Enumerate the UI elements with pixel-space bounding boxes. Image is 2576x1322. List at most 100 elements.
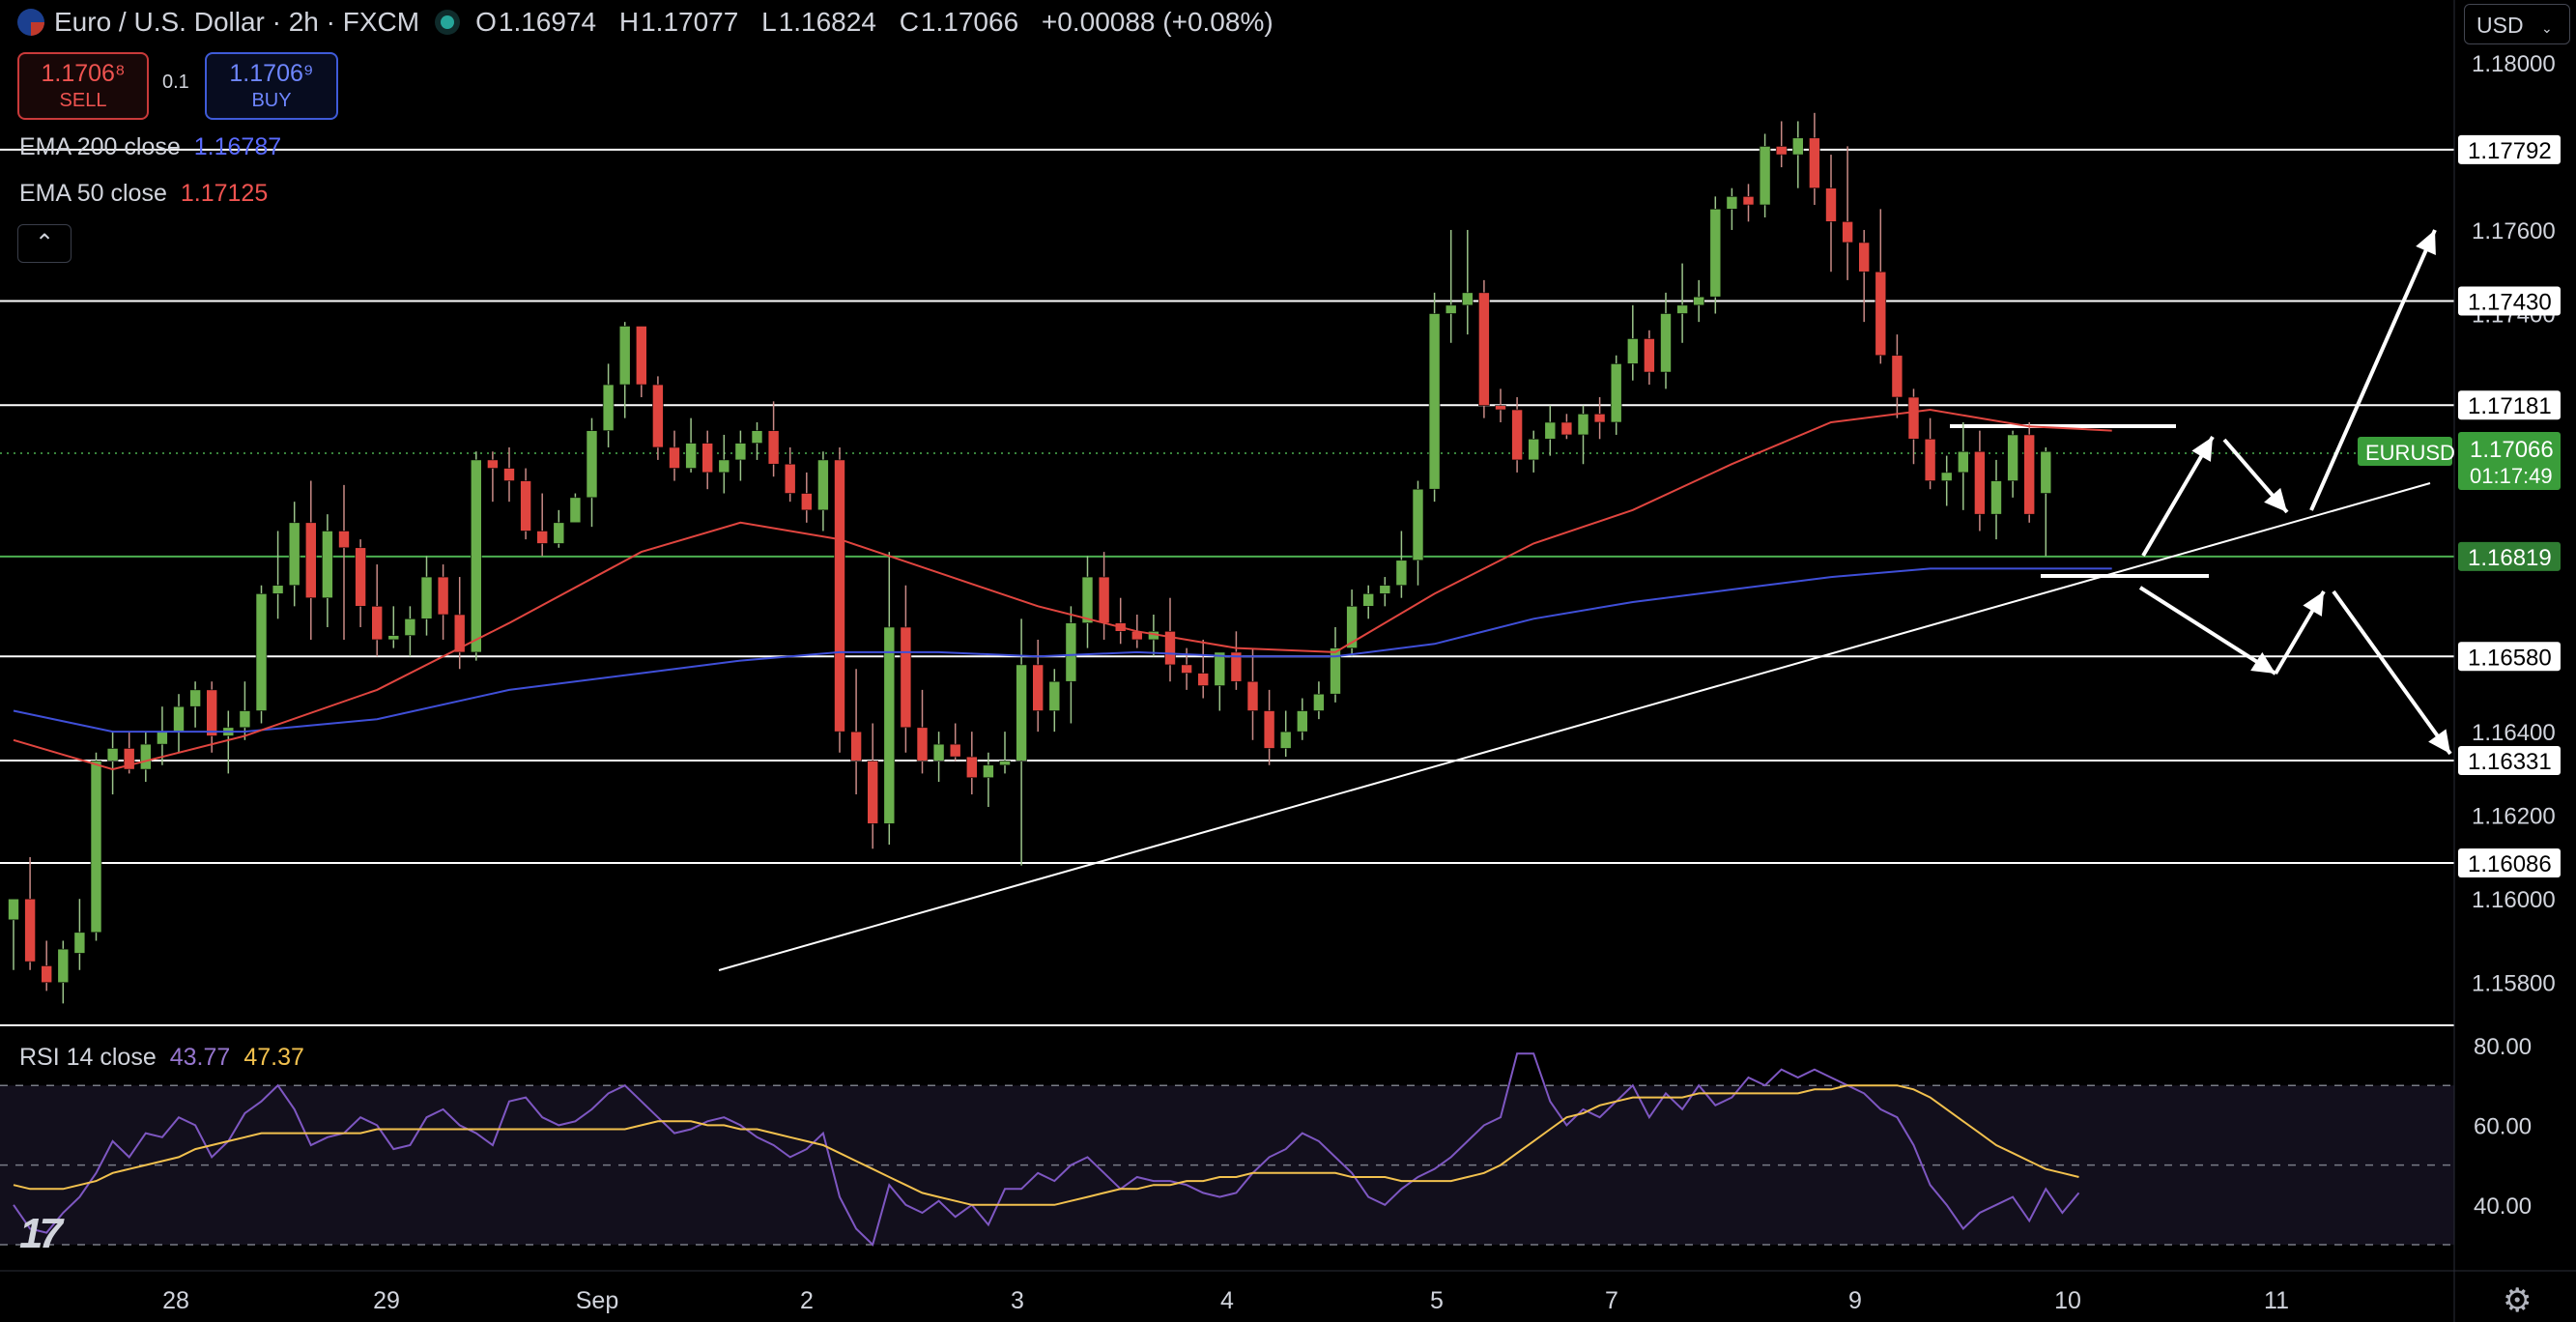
candle-body — [2007, 434, 2018, 481]
candle-body — [867, 761, 879, 824]
candle-body — [288, 522, 301, 587]
sell-button[interactable]: 1.1706⁸ SELL — [17, 52, 149, 120]
candle-body — [106, 748, 119, 762]
level-label-box — [2458, 390, 2561, 420]
close-value: 1.17066 — [920, 7, 1019, 37]
candle-body — [602, 384, 615, 431]
candle-body — [2040, 450, 2052, 494]
candle-body — [1940, 472, 1953, 481]
time-tick-label: 5 — [1430, 1287, 1444, 1314]
currency-label: USD — [2476, 13, 2524, 38]
collapse-legend-button[interactable]: ⌃ — [17, 224, 72, 263]
rsi-value: 43.77 — [169, 1044, 231, 1071]
price-tick-label: 1.15800 — [2472, 971, 2556, 997]
high-value: 1.17077 — [641, 7, 739, 37]
chevron-up-icon: ⌃ — [34, 230, 55, 256]
time-tick-label: 9 — [1848, 1287, 1862, 1314]
candle-body — [1395, 560, 1408, 587]
tradingview-logo[interactable]: 17 — [19, 1210, 63, 1257]
candle-body — [1742, 196, 1755, 206]
candle-body — [669, 446, 680, 469]
level-label: 1.16580 — [2468, 645, 2552, 671]
candle-body — [157, 731, 168, 745]
candle-body — [322, 531, 333, 598]
currency-select[interactable]: USD ⌄ — [2464, 4, 2570, 44]
candle-body — [420, 576, 433, 619]
gear-icon[interactable]: ⚙ — [2503, 1282, 2533, 1319]
open-value: 1.16974 — [498, 7, 597, 37]
ema50-line — [13, 408, 2112, 771]
buy-button[interactable]: 1.1706⁹ BUY — [205, 52, 338, 120]
last-price-label: 1.17066 — [2470, 437, 2554, 463]
candle-body — [272, 585, 284, 594]
eur-usd-flag-icon — [17, 9, 44, 36]
bearish-bounce-arrow-head — [2303, 591, 2324, 617]
candle-body — [73, 932, 86, 954]
rsi-legend[interactable]: RSI 14 close 43.77 47.37 — [19, 1044, 304, 1072]
candle-body — [1907, 396, 1920, 440]
level-label: 1.17430 — [2468, 290, 2552, 316]
candle-body — [1362, 593, 1374, 607]
ema200-value: 1.16787 — [193, 133, 282, 160]
candle-body — [817, 459, 829, 511]
candle-body — [1560, 421, 1573, 436]
buy-label: BUY — [251, 90, 292, 111]
buy-price: 1.1706⁹ — [229, 60, 314, 87]
bearish-arrow-2-head — [2428, 729, 2450, 754]
candle-body — [1164, 631, 1176, 666]
candle-body — [569, 497, 582, 524]
symbol-title[interactable]: Euro / U.S. Dollar · 2h · FXCM — [54, 7, 420, 37]
candle-body — [1891, 355, 1903, 398]
candle-body — [1644, 338, 1655, 373]
candle-body — [635, 326, 647, 386]
bearish-arrow-1 — [2138, 586, 2277, 675]
level-label-box — [2458, 286, 2561, 316]
candle-body — [1958, 450, 1969, 474]
candle-body — [338, 531, 350, 549]
time-tick-label: 7 — [1605, 1287, 1618, 1314]
candle-body — [1726, 196, 1738, 210]
countdown-label: 01:17:49 — [2470, 464, 2553, 488]
level-label: 1.16331 — [2468, 749, 2552, 775]
change-value: +0.00088 (+0.08%) — [1041, 7, 1274, 37]
candle-body — [618, 326, 631, 386]
candle-body — [1065, 622, 1077, 682]
candle-body — [718, 459, 730, 474]
candle-body — [1511, 409, 1523, 461]
candle-body — [1462, 292, 1474, 306]
price-tick-label: 1.18000 — [2472, 51, 2556, 77]
time-tick-label: 29 — [373, 1287, 400, 1314]
candle-body — [1709, 209, 1722, 298]
time-tick-label: 3 — [1011, 1287, 1024, 1314]
candle-body — [536, 531, 549, 544]
level-label: 1.16819 — [2468, 545, 2552, 571]
level-label-box — [2458, 541, 2561, 571]
candle-body — [1346, 606, 1358, 648]
candle-body — [304, 522, 317, 598]
market-status-icon — [441, 15, 455, 29]
rsi-tick-label: 40.00 — [2474, 1193, 2532, 1220]
candle-body — [1230, 651, 1243, 682]
candle-body — [1181, 664, 1192, 674]
candle-body — [1544, 421, 1557, 440]
symbol-badge: EURUSD — [2365, 441, 2455, 465]
time-tick-label: Sep — [576, 1287, 618, 1314]
ema200-legend[interactable]: EMA 200 close 1.16787 — [19, 133, 281, 161]
candle-body — [1875, 271, 1887, 357]
level-label-box — [2458, 848, 2561, 877]
candle-body — [900, 626, 912, 729]
bullish-arrow-1 — [2141, 435, 2215, 558]
candle-body — [685, 443, 697, 469]
ema50-legend[interactable]: EMA 50 close 1.17125 — [19, 180, 268, 208]
ema200-label: EMA 200 close — [19, 133, 181, 160]
sell-label: SELL — [59, 90, 107, 111]
candle-body — [239, 710, 251, 729]
candle-body — [784, 463, 796, 494]
bullish-arrow-2 — [2309, 229, 2437, 511]
candle-body — [1759, 146, 1771, 206]
candle-body — [41, 965, 53, 984]
order-quantity[interactable]: 0.1 — [162, 72, 189, 93]
candle-body — [1858, 242, 1870, 273]
bearish-arrow-1-head — [2250, 651, 2275, 674]
